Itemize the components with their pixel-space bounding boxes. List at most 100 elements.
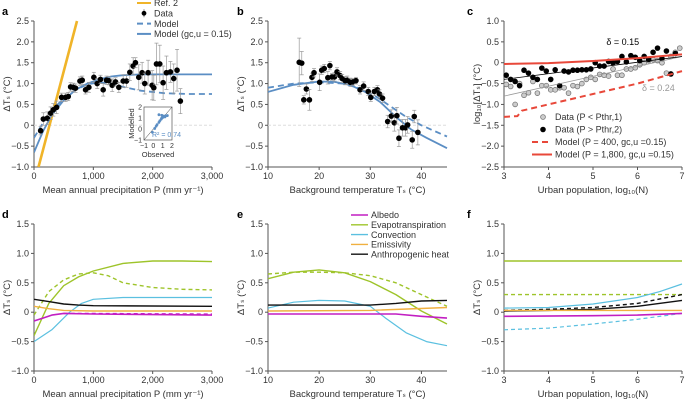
legend: Data (P < Pthr,1) Data (P > Pthr,2) Model …: [532, 112, 674, 160]
data-point: [583, 67, 590, 73]
series-points-data-p-pthr-2: [503, 45, 679, 89]
series-line-albedo-dashed: [63, 312, 213, 315]
data-point: [676, 45, 683, 51]
data-point: [53, 104, 60, 111]
y-tick-label: 2.0: [16, 37, 29, 47]
inset-x-tick-label: −1: [140, 143, 148, 150]
data-point: [512, 101, 518, 108]
series-line-anthropogenic-heat: [504, 299, 683, 312]
data-point: [561, 84, 567, 91]
data-point: [650, 49, 656, 56]
data-point: [379, 95, 386, 101]
data-point: [139, 69, 145, 76]
data-point: [86, 84, 92, 91]
data-point: [663, 48, 670, 54]
data-point: [334, 69, 340, 75]
legend-label: Model (P = 1,800, gc,u =0.15): [555, 150, 674, 160]
series-line-fit-0-24: [504, 56, 683, 97]
inset-point: [151, 130, 154, 134]
data-point: [605, 73, 612, 79]
x-tick-label: 20: [314, 171, 324, 181]
data-point: [327, 62, 333, 69]
inset-point: [163, 115, 167, 119]
inset-y-tick-label: −1: [134, 138, 142, 145]
y-tick-label: 2.0: [250, 37, 263, 47]
y-tick-label: 0.5: [250, 278, 263, 288]
data-point: [145, 69, 151, 76]
legend-entry: Model (P = 1,800, gc,u =0.15): [532, 150, 674, 160]
data-point: [552, 87, 558, 93]
data-point: [619, 72, 625, 79]
inset-y-label: Modelled: [127, 108, 136, 138]
panel-d: d −1.0 −0.5 0 0.5 1.0 1.5 0 1,000 2,000 3,000 Mean …: [2, 209, 223, 400]
x-tick-label: 3: [501, 375, 506, 385]
inset-point: [161, 114, 165, 118]
y-tick-label: 0: [494, 58, 499, 68]
legend-entry: Model (P = 400, gc,u =0.15): [532, 137, 666, 147]
series-line-model-p-400-gc-u-0-15: [504, 70, 683, 118]
x-tick-label: 4: [546, 375, 551, 385]
data-point: [574, 83, 581, 90]
data-point: [177, 98, 184, 104]
x-tick-label: 40: [416, 171, 426, 181]
y-tick-label: −1.0: [481, 99, 499, 109]
data-point: [79, 77, 86, 84]
data-point: [525, 70, 532, 76]
y-tick-label: 0: [258, 307, 263, 317]
panel-letter: d: [2, 209, 9, 221]
legend-label: Data (P > Pthr,2): [555, 125, 622, 135]
data-point: [44, 115, 51, 121]
legend-entry: Model: [137, 19, 179, 29]
series-points-data: [37, 42, 184, 136]
y-tick-label: 1.0: [250, 79, 263, 89]
y-axis-label: ΔTₛ (°C): [472, 280, 483, 315]
data-point: [534, 90, 541, 96]
data-point: [160, 79, 166, 86]
legend-entry: Convection: [351, 230, 416, 240]
x-axis-label: Mean annual precipitation P (mm yr⁻¹): [42, 389, 203, 400]
y-axis-label: ΔTₛ (°C): [2, 76, 13, 111]
x-tick-label: 5: [590, 375, 595, 385]
data-point: [303, 86, 310, 92]
series-line-convection: [504, 283, 683, 309]
panel-b: b −1.0 −0.5 0 0.5 1.0 1.5 2.0 2.5 10 20 30 40 Backgro…: [236, 6, 448, 196]
y-tick-label: 1.5: [250, 58, 263, 68]
data-point: [311, 69, 317, 76]
inset-identity-line: [143, 106, 173, 141]
x-tick-label: 3,000: [201, 375, 224, 385]
inset-y-tick-label: 0: [138, 127, 142, 134]
series-line-convection-dashed: [504, 312, 683, 331]
data-point: [587, 66, 594, 72]
series-line-anthropogenic-heat: [34, 298, 213, 307]
data-point: [512, 78, 518, 85]
panel-c: c −2.5 −2.0 −1.5 −1.0 −0.5 0 0.5 1.0 3 4 5 6 7 Urban p…: [467, 6, 685, 196]
data-point: [135, 74, 142, 81]
y-tick-label: −2.0: [481, 141, 499, 151]
data-point: [547, 76, 554, 83]
legend-entry: Model (gc,u = 0.15): [137, 29, 232, 39]
data-point: [654, 45, 661, 51]
x-tick-label: 10: [263, 375, 273, 385]
data-point: [415, 129, 421, 136]
y-tick-label: −1.0: [11, 366, 29, 376]
legend-swatch: [540, 114, 546, 120]
data-point: [579, 80, 585, 87]
panel-a: a −1.0 −0.5 0 0.5 1.0 1.5 2.0 2.5 0 1,000 2,000 3,00…: [2, 0, 232, 196]
panel-letter: f: [467, 209, 471, 221]
x-tick-label: 1,000: [82, 375, 105, 385]
y-tick-label: −1.0: [245, 162, 263, 172]
x-tick-label: 40: [416, 375, 426, 385]
y-tick-label: −2.5: [481, 162, 499, 172]
legend-label: Anthropogenic heat: [371, 249, 450, 259]
x-tick-label: 2,000: [141, 375, 164, 385]
data-point: [353, 77, 359, 84]
data-point: [360, 83, 367, 89]
y-tick-label: 0: [258, 120, 263, 130]
data-point: [539, 65, 545, 71]
y-tick-label: 1.0: [486, 16, 499, 26]
y-tick-label: 0.5: [16, 99, 29, 109]
x-tick-label: 10: [263, 171, 273, 181]
series-line-model: [34, 81, 212, 139]
legend-label: Model (P = 400, gc,u =0.15): [555, 137, 666, 147]
